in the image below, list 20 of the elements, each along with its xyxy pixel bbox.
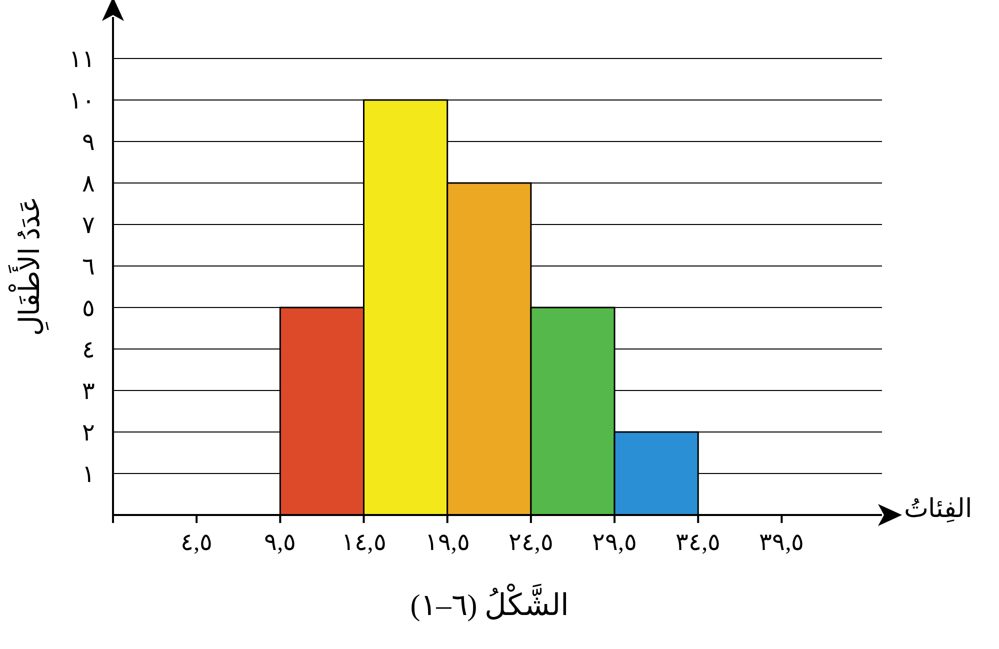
x-tick-label: ٩,٥ xyxy=(264,530,296,556)
y-tick-label: ١٠ xyxy=(69,88,95,115)
y-tick-label: ٥ xyxy=(82,296,95,322)
y-tick-label: ٢ xyxy=(82,420,95,447)
x-tick-label: ٢٩,٥ xyxy=(592,530,638,556)
y-tick-label: ٣ xyxy=(82,379,95,406)
x-tick-label: ٤,٥ xyxy=(180,530,213,556)
y-tick-label: ٩ xyxy=(82,130,95,156)
y-tick-label: ١ xyxy=(82,462,95,488)
y-tick-label: ٤ xyxy=(82,338,95,364)
x-axis-title: الفِئاتُ xyxy=(904,493,972,524)
y-tick-label: ٦ xyxy=(82,254,95,281)
y-tick-label: ٧ xyxy=(82,213,95,240)
x-tick-label: ٢٤,٥ xyxy=(508,530,554,556)
x-tick-label: ١٤,٥ xyxy=(341,530,386,556)
y-tick-label: ٨ xyxy=(82,172,95,198)
x-tick-label: ٣٤,٥ xyxy=(676,530,721,556)
y-tick-label: ١١ xyxy=(69,47,95,74)
x-tick-label: ٣٩,٥ xyxy=(759,530,804,556)
x-tick-label: ١٩,٥ xyxy=(424,530,470,556)
